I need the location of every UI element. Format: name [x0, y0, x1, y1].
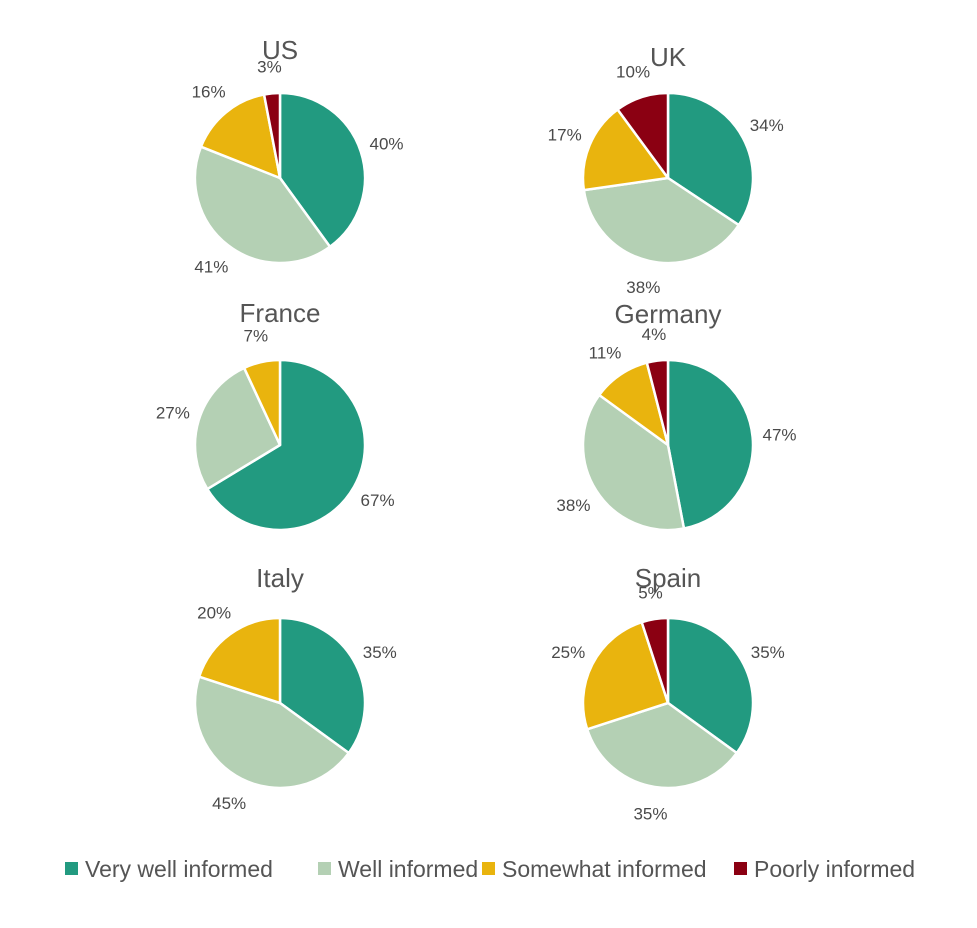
legend-item: Very well informed	[65, 856, 273, 882]
slice-percent-label: 35%	[633, 805, 667, 824]
pies-layer: US 40% 41% 16% 3% UK 34% 38% 17% 10% France 67% 27% 7…	[156, 35, 797, 824]
pie-title: UK	[650, 42, 687, 72]
legend-item: Poorly informed	[734, 856, 915, 882]
slice-percent-label: 3%	[257, 57, 282, 76]
pie-slice-poorly-informed	[616, 91, 670, 180]
legend-item: Somewhat informed	[482, 856, 707, 882]
legend-label: Well informed	[338, 856, 478, 882]
pie-slice-somewhat-informed	[581, 108, 670, 192]
pie-slice-poorly-informed	[262, 91, 282, 180]
slice-percent-label: 25%	[551, 643, 585, 662]
slice-percent-label: 35%	[751, 643, 785, 662]
slice-percent-label: 20%	[197, 603, 231, 622]
slice-percent-label: 7%	[244, 327, 269, 346]
slice-percent-label: 38%	[626, 278, 660, 297]
pie-slice-somewhat-informed	[199, 93, 282, 180]
pie-germany: Germany 47% 38% 11% 4%	[556, 299, 797, 532]
slice-percent-label: 16%	[192, 83, 226, 102]
pie-slice-very-well-informed	[278, 91, 367, 249]
pie-slice-somewhat-informed	[242, 358, 282, 447]
pie-slice-somewhat-informed	[197, 616, 282, 705]
pie-slice-well-informed	[585, 701, 739, 790]
legend-label: Poorly informed	[754, 856, 915, 882]
pie-slice-well-informed	[193, 675, 351, 790]
pie-slice-very-well-informed	[206, 358, 367, 532]
pie-france: France 67% 27% 7%	[156, 298, 395, 532]
legend: Very well informed Well informed Somewhat …	[65, 856, 915, 882]
pie-slice-well-informed	[581, 393, 686, 532]
slice-percent-label: 45%	[212, 794, 246, 813]
pie-title: France	[240, 298, 321, 328]
slice-percent-label: 47%	[762, 425, 796, 444]
pie-slice-somewhat-informed	[581, 620, 670, 731]
legend-item: Well informed	[318, 856, 478, 882]
slice-percent-label: 4%	[642, 325, 667, 344]
pie-slice-poorly-informed	[640, 616, 670, 705]
pie-slice-well-informed	[582, 176, 741, 265]
slice-percent-label: 67%	[361, 491, 395, 510]
slice-percent-label: 34%	[750, 116, 784, 135]
pie-us: US 40% 41% 16% 3%	[192, 35, 404, 276]
pie-slice-poorly-informed	[645, 358, 670, 447]
legend-swatch	[734, 862, 747, 875]
pie-title: Spain	[635, 563, 702, 593]
pie-italy: Italy 35% 45% 20%	[193, 563, 397, 813]
pie-uk: UK 34% 38% 17% 10%	[548, 42, 784, 297]
legend-label: Very well informed	[85, 856, 273, 882]
pie-slice-very-well-informed	[666, 616, 755, 755]
pie-title: Germany	[615, 299, 722, 329]
pie-slice-very-well-informed	[666, 358, 755, 530]
slice-percent-label: 35%	[363, 643, 397, 662]
slice-percent-label: 40%	[370, 134, 404, 153]
pie-title: Italy	[256, 563, 304, 593]
legend-swatch	[65, 862, 78, 875]
slice-percent-label: 10%	[616, 63, 650, 82]
slice-percent-label: 27%	[156, 403, 190, 422]
pie-slice-well-informed	[193, 145, 332, 265]
slice-percent-label: 11%	[589, 343, 622, 362]
pie-spain: Spain 35% 35% 25% 5%	[551, 563, 785, 824]
slice-percent-label: 5%	[638, 583, 663, 602]
pie-slice-very-well-informed	[278, 616, 367, 755]
slice-percent-label: 41%	[194, 257, 228, 276]
legend-swatch	[318, 862, 331, 875]
pie-slice-well-informed	[193, 366, 282, 491]
pie-title: US	[262, 35, 298, 65]
legend-label: Somewhat informed	[502, 856, 707, 882]
slice-percent-label: 38%	[556, 496, 590, 515]
slice-percent-label: 17%	[548, 126, 582, 145]
legend-swatch	[482, 862, 495, 875]
